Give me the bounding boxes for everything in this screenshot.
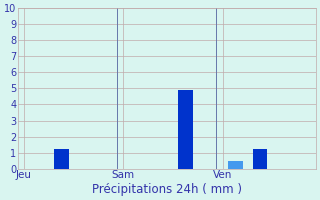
X-axis label: Précipitations 24h ( mm ): Précipitations 24h ( mm ) (92, 183, 242, 196)
Bar (54, 149, 69, 169)
Bar (228, 161, 243, 169)
Bar (178, 90, 193, 169)
Bar (252, 149, 268, 169)
